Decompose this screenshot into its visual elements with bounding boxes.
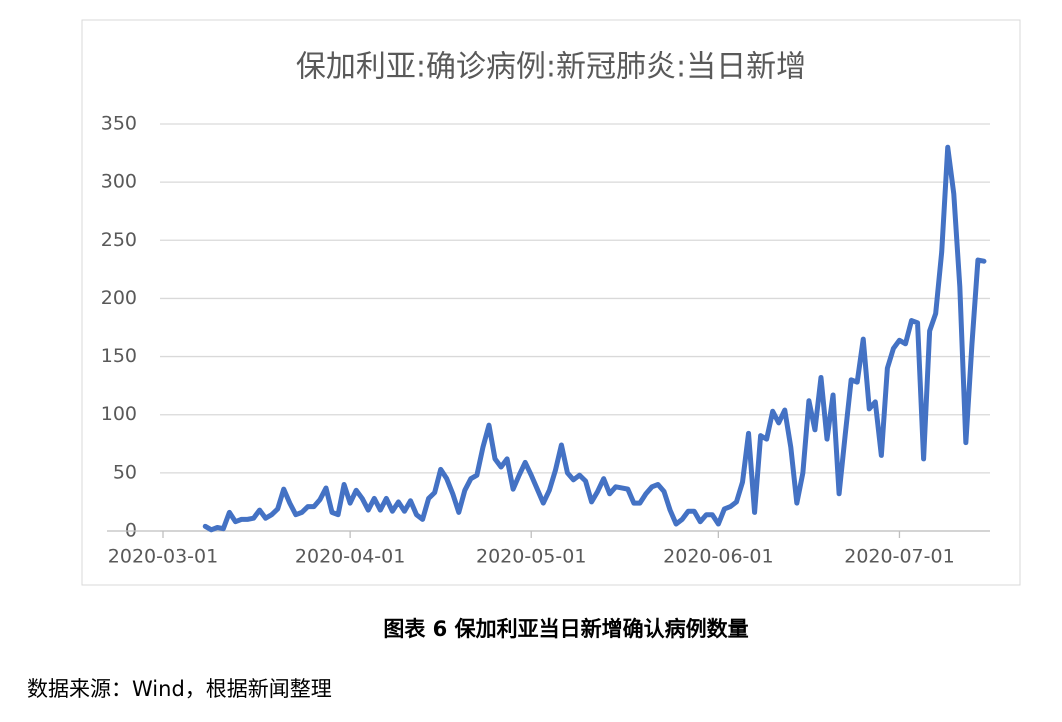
x-tick-label: 2020-06-01 (663, 546, 773, 568)
y-tick-label: 150 (101, 345, 137, 367)
x-tick-label: 2020-04-01 (295, 546, 405, 568)
x-tick-label: 2020-07-01 (844, 546, 954, 568)
source-note: 数据来源：Wind，根据新闻整理 (27, 677, 332, 701)
x-tick-label: 2020-05-01 (476, 546, 586, 568)
data-line (202, 144, 987, 533)
y-tick-label: 250 (101, 229, 137, 251)
x-tick-label: 2020-03-01 (108, 546, 218, 568)
caption: 图表 6 保加利亚当日新增确认病例数量 (383, 617, 748, 641)
y-tick-label: 100 (101, 403, 137, 425)
y-tick-label: 300 (101, 171, 137, 193)
y-tick-label: 200 (101, 287, 137, 309)
y-tick-label: 350 (101, 113, 137, 135)
chart-frame (81, 19, 1021, 586)
y-tick-label: 50 (113, 461, 137, 483)
chart-title: 保加利亚:确诊病例:新冠肺炎:当日新增 (296, 50, 806, 85)
